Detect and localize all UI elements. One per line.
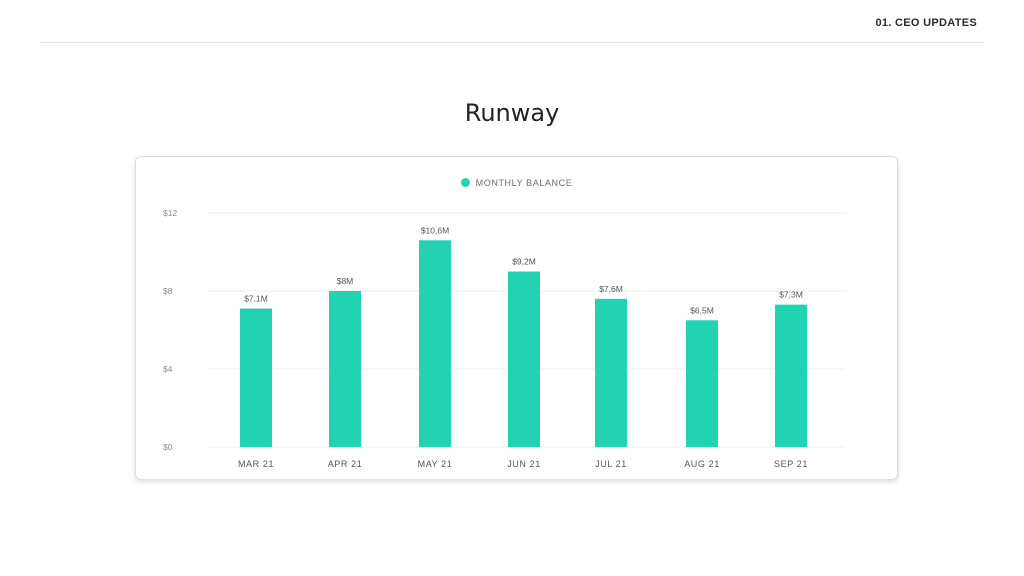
x-tick-label: MAY 21 <box>418 459 453 469</box>
chart-legend: MONTHLY BALANCE <box>136 178 897 188</box>
legend-label: MONTHLY BALANCE <box>475 178 573 188</box>
page-title: Runway <box>464 99 560 127</box>
bar <box>508 271 540 447</box>
bar <box>240 308 272 447</box>
bar <box>595 298 627 447</box>
x-tick-label: SEP 21 <box>774 459 808 469</box>
bar <box>775 304 807 447</box>
data-label: $7,1M <box>244 294 268 304</box>
x-tick-label: JUL 21 <box>595 459 627 469</box>
x-tick-label: MAR 21 <box>238 459 274 469</box>
x-tick-label: JUN 21 <box>507 459 541 469</box>
y-tick-label: $4 <box>163 364 173 374</box>
bar <box>329 291 361 447</box>
data-label: $7,6M <box>599 284 623 294</box>
data-label: $9,2M <box>512 257 536 267</box>
x-tick-label: APR 21 <box>328 459 363 469</box>
header-divider <box>40 42 984 43</box>
data-label: $7,3M <box>779 290 803 300</box>
data-label: $10,6M <box>421 225 449 235</box>
bar <box>686 320 718 447</box>
section-label: 01. CEO UPDATES <box>875 17 977 29</box>
data-label: $6,5M <box>690 305 714 315</box>
y-tick-label: $0 <box>163 442 173 452</box>
chart-card: MONTHLY BALANCE $0 $4 $8 $12 $7,1M MAR 21 $8M A… <box>135 156 898 480</box>
data-label: $8M <box>337 276 354 286</box>
y-tick-label: $8 <box>163 286 173 296</box>
y-tick-label: $12 <box>163 208 177 218</box>
legend-marker <box>460 178 470 187</box>
bar <box>419 240 451 447</box>
bar-chart: $0 $4 $8 $12 $7,1M MAR 21 $8M APR 21 $10,6M MAY 2… <box>163 208 846 469</box>
x-tick-label: AUG 21 <box>684 459 720 469</box>
